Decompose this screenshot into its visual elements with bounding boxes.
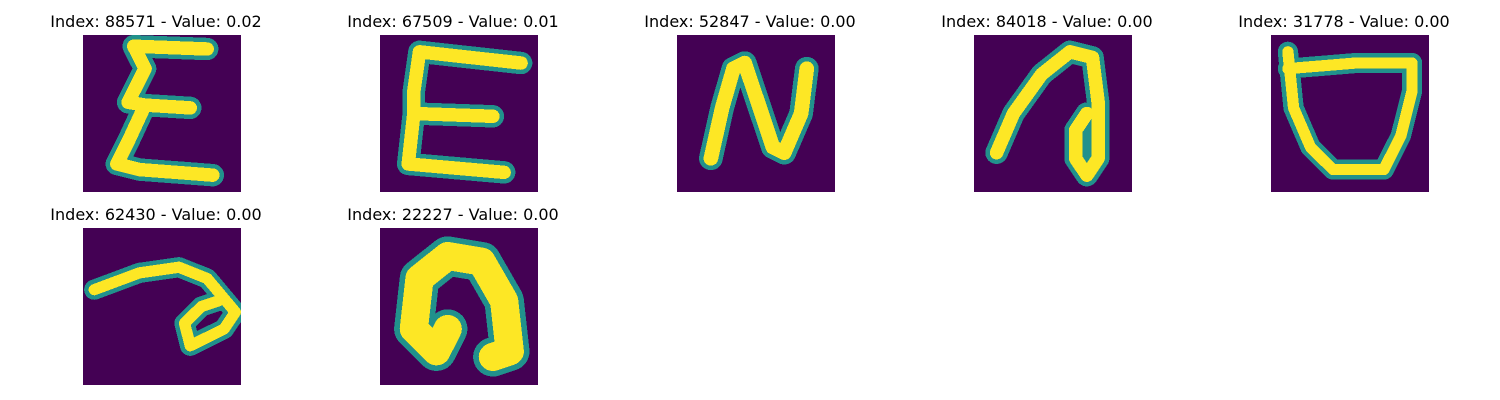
- panel-title: Index: 67509 - Value: 0.01: [303, 12, 603, 32]
- glyph-image: [677, 35, 835, 192]
- image-panel-5: Index: 31778 - Value: 0.00: [1194, 0, 1494, 190]
- image-panel-3: Index: 52847 - Value: 0.00: [600, 0, 900, 190]
- image-panel-2: Index: 67509 - Value: 0.01: [303, 0, 603, 190]
- image-panel-6: Index: 62430 - Value: 0.00: [6, 193, 306, 383]
- image-panel-1: Index: 88571 - Value: 0.02: [6, 0, 306, 190]
- glyph-image: [83, 228, 241, 385]
- image-panel-7: Index: 22227 - Value: 0.00: [303, 193, 603, 383]
- panel-title: Index: 31778 - Value: 0.00: [1194, 12, 1494, 32]
- glyph-image: [974, 35, 1132, 192]
- panel-title: Index: 52847 - Value: 0.00: [600, 12, 900, 32]
- glyph-image: [83, 35, 241, 192]
- glyph-image: [1271, 35, 1429, 192]
- glyph-image: [380, 228, 538, 385]
- panel-title: Index: 84018 - Value: 0.00: [897, 12, 1197, 32]
- panel-title: Index: 62430 - Value: 0.00: [6, 205, 306, 225]
- panel-title: Index: 88571 - Value: 0.02: [6, 12, 306, 32]
- glyph-image: [380, 35, 538, 192]
- panel-title: Index: 22227 - Value: 0.00: [303, 205, 603, 225]
- image-panel-4: Index: 84018 - Value: 0.00: [897, 0, 1197, 190]
